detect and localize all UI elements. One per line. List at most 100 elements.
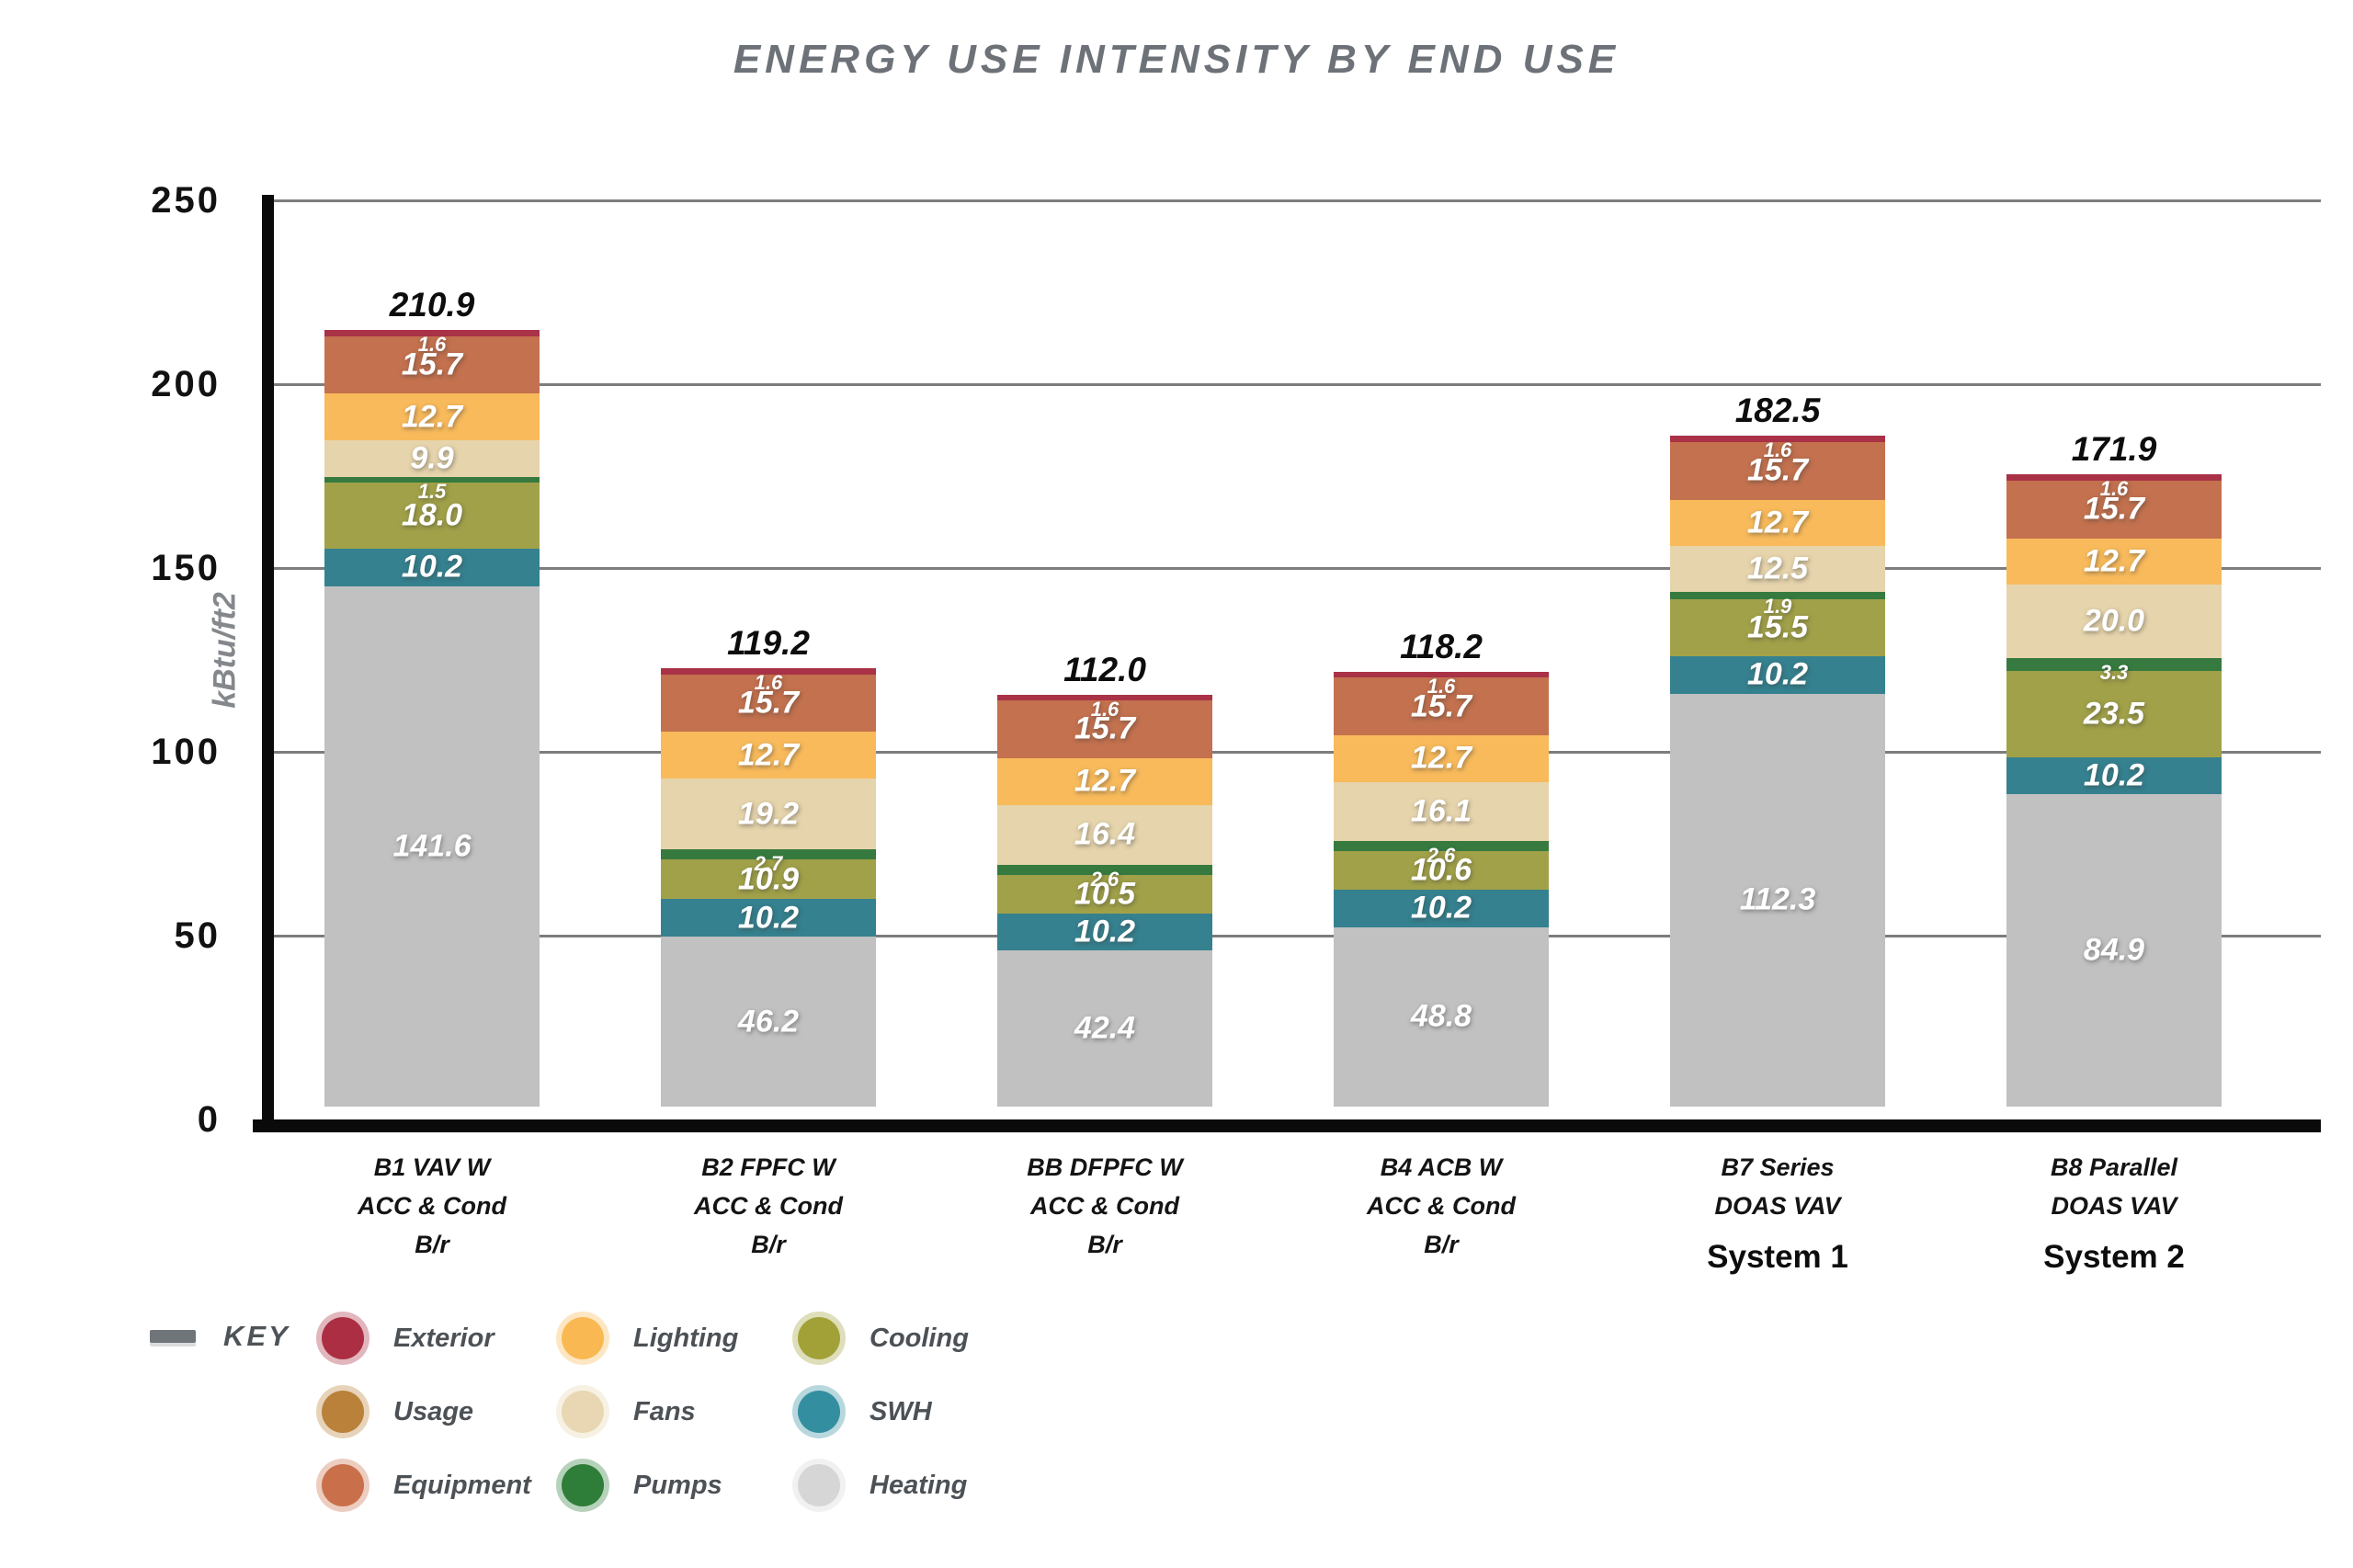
gridline-150 [273, 567, 2321, 570]
segment-swh: 10.2 [1334, 889, 1549, 927]
bar-total-label: 119.2 [727, 624, 810, 663]
legend-item-pumps: Pumps [556, 1456, 722, 1515]
segment-lighting: 12.7 [1670, 499, 1885, 547]
segment-value-label: 1.5 [417, 479, 447, 503]
swatch-halo [792, 1312, 846, 1365]
stacked-bar-3: 1.6 15.7 12.7 16.4 2.6 10.5 10.2 42.4 [997, 694, 1212, 1107]
segment-fans: 16.1 [1334, 781, 1549, 842]
x-label-line: B7 Series [1721, 1153, 1835, 1181]
x-label-line: B/r [751, 1230, 786, 1258]
segment-pumps: 2.6 [997, 865, 1212, 891]
segment-heating: 141.6 [324, 585, 540, 1107]
segment-swh: 10.2 [324, 548, 540, 586]
segment-value-label: 16.4 [1074, 816, 1136, 852]
legend-key-item: KEY [150, 1309, 290, 1364]
segment-value-label: 1.6 [1090, 697, 1120, 721]
swatch-halo [556, 1385, 609, 1438]
segment-equipment: 15.7 [2006, 480, 2222, 539]
segment-heating: 42.4 [997, 950, 1212, 1107]
swatch-core [322, 1317, 364, 1359]
legend-item-lighting: Lighting [556, 1309, 738, 1368]
segment-value-label: 3.3 [2099, 661, 2129, 685]
y-axis-label: kBtu/ft2 [207, 592, 243, 709]
segment-value-label: 10.2 [401, 549, 463, 585]
segment-value-label: 42.4 [1074, 1010, 1136, 1046]
gridline-200 [273, 383, 2321, 386]
segment-value-label: 12.7 [401, 399, 463, 435]
segment-exterior: 1.6 [1670, 436, 1885, 461]
x-label-line: BB DFPFC W [1027, 1153, 1183, 1181]
segment-value-label: 2.6 [1427, 844, 1456, 868]
segment-lighting: 12.7 [324, 393, 540, 441]
segment-value-label: 15.7 [1746, 452, 1809, 488]
segment-value-label: 15.7 [401, 347, 463, 382]
stacked-bar-6: 1.6 15.7 12.7 20.0 3.3 23.5 10.2 84.9 [2006, 474, 2222, 1107]
chart-title: ENERGY USE INTENSITY BY END USE [733, 37, 1620, 82]
x-label-line: ACC & Cond [1367, 1191, 1516, 1220]
swatch-halo [556, 1459, 609, 1512]
segment-value-label: 20.0 [2083, 603, 2145, 639]
segment-value-label: 15.7 [1410, 688, 1472, 724]
segment-cooling: 15.5 [1670, 598, 1885, 656]
swatch-halo [792, 1385, 846, 1438]
segment-value-label: 10.6 [1410, 852, 1472, 888]
segment-value-label: 12.7 [1410, 740, 1472, 776]
segment-value-label: 15.7 [2083, 491, 2145, 527]
segment-heating: 84.9 [2006, 794, 2222, 1107]
x-label-line: B/r [1424, 1230, 1459, 1258]
swatch-core [798, 1464, 840, 1506]
segment-fans: 20.0 [2006, 585, 2222, 659]
swatch-halo [792, 1459, 846, 1512]
segment-exterior: 1.6 [1334, 671, 1549, 698]
segment-swh: 10.2 [2006, 756, 2222, 795]
pumps-swatch-icon [556, 1459, 609, 1512]
legend-item-heating: Heating [792, 1456, 967, 1515]
x-label-3: BB DFPFC W ACC & Cond B/r [921, 1149, 1289, 1265]
legend-item-equipment: Equipment [316, 1456, 531, 1515]
segment-value-label: 10.5 [1074, 876, 1136, 912]
swh-swatch-icon [792, 1385, 846, 1438]
gridline-250 [273, 199, 2321, 202]
swatch-halo [556, 1312, 609, 1365]
segment-swh: 10.2 [997, 913, 1212, 951]
y-tick-label-250: 250 [151, 180, 221, 221]
segment-value-label: 10.2 [2083, 757, 2145, 793]
segment-lighting: 12.7 [2006, 538, 2222, 585]
segment-cooling: 23.5 [2006, 670, 2222, 757]
legend-item-swh: SWH [792, 1382, 932, 1441]
segment-lighting: 12.7 [661, 732, 876, 779]
segment-value-label: 2.7 [754, 851, 783, 875]
segment-value-label: 10.2 [737, 900, 800, 936]
segment-value-label: 1.6 [2099, 477, 2129, 501]
segment-value-label: 1.9 [1763, 595, 1792, 619]
bar-total-label: 182.5 [1734, 392, 1821, 430]
swatch-core [562, 1317, 604, 1359]
x-label-line: ACC & Cond [694, 1191, 843, 1220]
cooling-swatch-icon [792, 1312, 846, 1365]
legend-item-label: SWH [870, 1396, 932, 1426]
segment-value-label: 84.9 [2083, 932, 2145, 968]
usage-swatch-icon [316, 1385, 369, 1438]
equipment-swatch-icon [316, 1459, 369, 1512]
segment-fans: 19.2 [661, 778, 876, 849]
x-label-line: B1 VAV W [373, 1153, 491, 1181]
x-label-lines: B8 Parallel DOAS VAV [1930, 1149, 2298, 1226]
x-label-lines: B4 ACB W ACC & Cond B/r [1257, 1149, 1625, 1265]
x-label-lines: B1 VAV W ACC & Cond B/r [248, 1149, 616, 1265]
segment-value-label: 10.9 [737, 861, 800, 897]
key-dash-icon [150, 1330, 196, 1343]
segment-cooling: 18.0 [324, 482, 540, 549]
segment-value-label: 1.6 [754, 671, 783, 695]
plot-area: kBtu/ft2 0 50 100 150 200 250 210.9 1.6 15.7 12.… [151, 180, 2321, 1275]
segment-fans: 9.9 [324, 440, 540, 477]
x-label-lines: B2 FPFC W ACC & Cond B/r [585, 1149, 952, 1265]
segment-value-label: 10.2 [1746, 656, 1809, 692]
y-tick-label-150: 150 [151, 548, 221, 588]
exterior-swatch-icon [316, 1312, 369, 1365]
stacked-bar-2: 1.6 15.7 12.7 19.2 2.7 10.9 10.2 46.2 [661, 668, 876, 1107]
y-tick-label-200: 200 [151, 364, 221, 404]
segment-lighting: 12.7 [1334, 735, 1549, 782]
y-tick-label-0: 0 [197, 1099, 221, 1140]
segment-exterior: 1.6 [661, 668, 876, 694]
